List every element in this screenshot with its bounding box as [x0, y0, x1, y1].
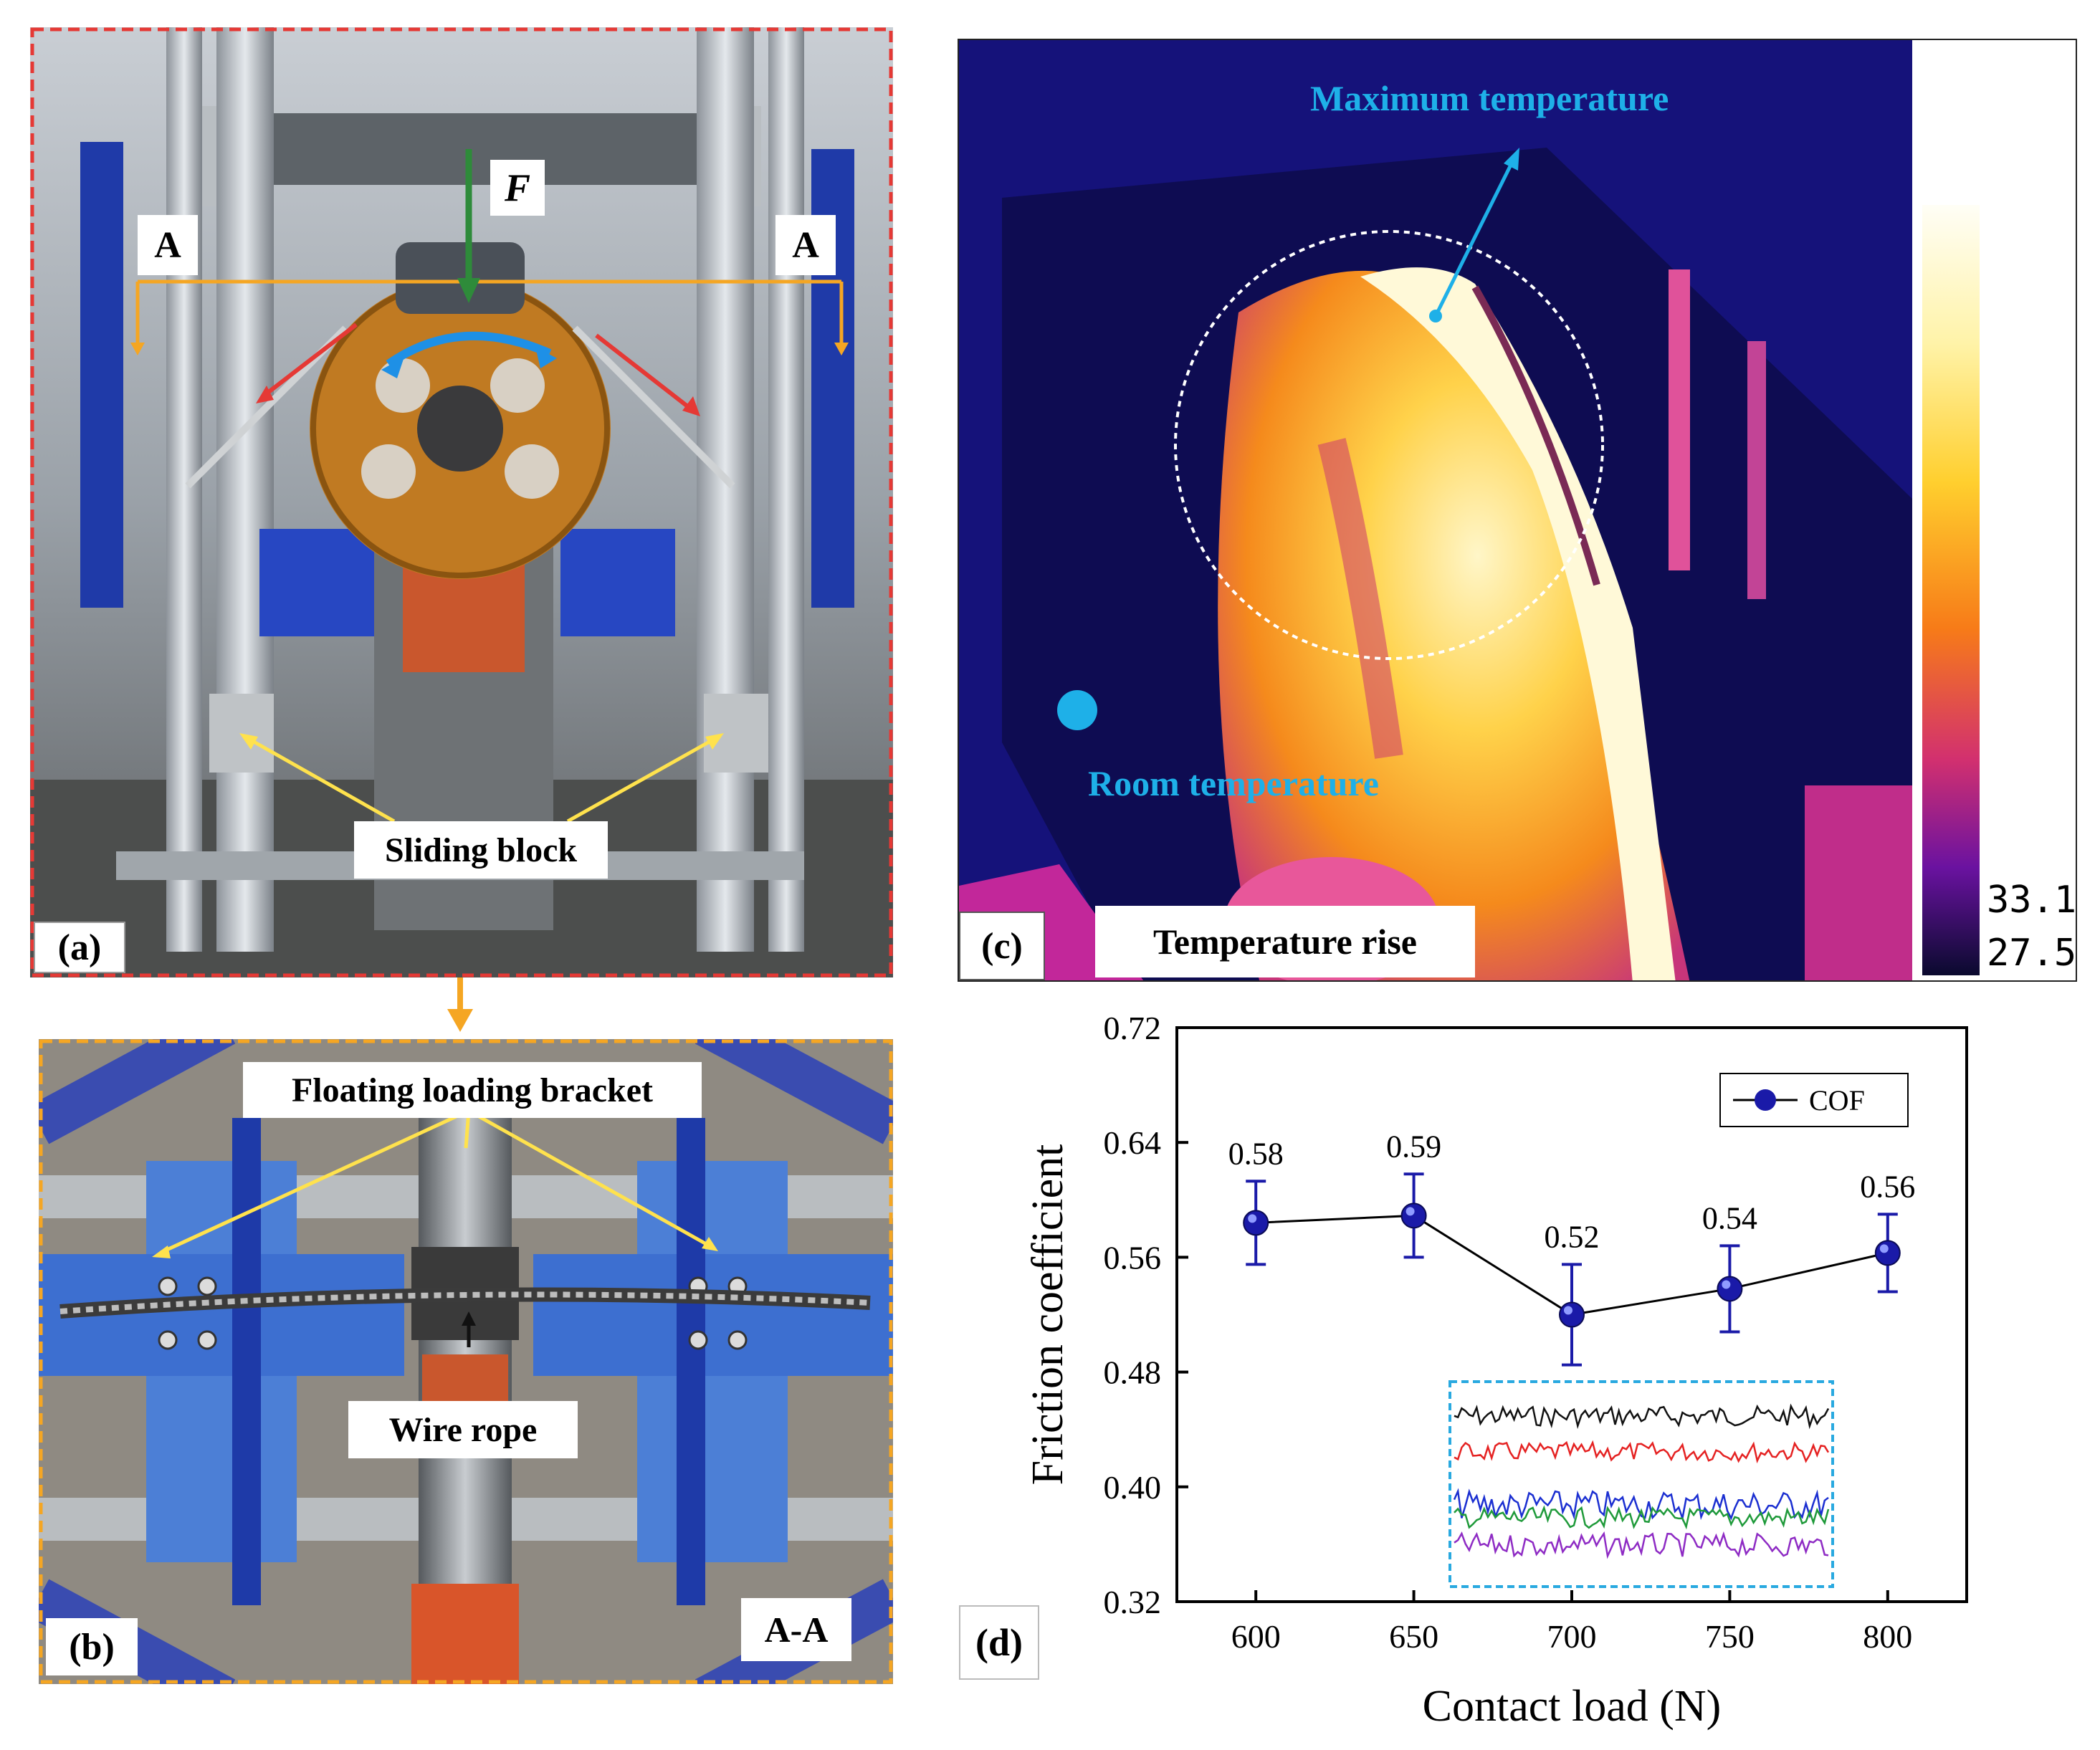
data-point-highlight	[1405, 1207, 1415, 1216]
data-label: 0.58	[1228, 1136, 1284, 1171]
inset-trace	[1454, 1531, 1829, 1559]
y-tick-label: 0.56	[1104, 1239, 1162, 1276]
x-tick-label: 750	[1705, 1618, 1755, 1655]
inset-frame	[1448, 1380, 1834, 1588]
bracket-label: Floating loading bracket	[243, 1062, 702, 1118]
y-tick-label: 0.64	[1104, 1124, 1162, 1161]
y-tick-label: 0.48	[1104, 1354, 1162, 1391]
data-label: 0.54	[1702, 1200, 1757, 1235]
panel-a: F A A Sliding block (a)	[30, 27, 893, 977]
data-label: 0.52	[1545, 1219, 1600, 1254]
temperature-rise-label: Temperature rise	[1095, 906, 1475, 977]
x-axis-label: Contact load (N)	[1423, 1682, 1722, 1731]
data-point	[1717, 1276, 1743, 1302]
sliding-block-label: Sliding block	[354, 821, 608, 879]
data-point	[1874, 1240, 1901, 1266]
data-label: 0.59	[1386, 1129, 1441, 1164]
thermal-image	[959, 40, 2076, 980]
x-tick-label: 800	[1863, 1618, 1912, 1655]
data-point-highlight	[1248, 1214, 1257, 1223]
y-axis-label: Friction coefficient	[1023, 1144, 1072, 1486]
x-tick-label: 650	[1389, 1618, 1438, 1655]
scale-max-value: 33.1	[1987, 879, 2077, 922]
room-temperature-label: Room temperature	[1088, 763, 1379, 803]
panel-b-photo	[39, 1039, 893, 1684]
panel-c-tag: (c)	[959, 912, 1045, 980]
rotation-arrow	[386, 331, 552, 368]
data-point-highlight	[1879, 1244, 1889, 1253]
inset-trace	[1454, 1403, 1830, 1430]
data-point	[1400, 1202, 1427, 1229]
data-point	[1559, 1301, 1585, 1328]
y-tick-label: 0.72	[1104, 1010, 1162, 1046]
data-point-highlight	[1564, 1306, 1572, 1315]
wire-rope-label: Wire rope	[348, 1401, 578, 1458]
inset-trace	[1454, 1440, 1830, 1464]
temperature-scale-bar	[1922, 205, 1980, 975]
section-label-right: A	[775, 215, 836, 275]
panel-d-chart: 0.32 0.40 0.48 0.56 0.64 0.72 600 650 700 750 800 C…	[1023, 1010, 1968, 1731]
force-label: F	[490, 160, 545, 216]
panel-a-photo	[30, 27, 893, 977]
section-aa-label: A-A	[741, 1598, 851, 1661]
panel-c: Maximum temperature Room temperature 33.…	[958, 39, 2077, 982]
legend-label: COF	[1809, 1084, 1865, 1117]
y-tick-label: 0.32	[1104, 1584, 1162, 1620]
panel-a-tag: (a)	[34, 922, 125, 973]
panel-d-tag: (d)	[959, 1605, 1039, 1680]
panel-b-tag: (b)	[46, 1618, 138, 1675]
data-point-highlight	[1722, 1280, 1731, 1289]
scale-min-value: 27.5	[1987, 932, 2077, 975]
panel-b: Floating loading bracket Wire rope A-A (…	[39, 1039, 893, 1684]
inset-trace	[1454, 1505, 1830, 1530]
connector-arrow	[447, 977, 473, 1032]
data-label: 0.56	[1860, 1169, 1915, 1204]
inset-trace	[1453, 1488, 1829, 1522]
max-temperature-label: Maximum temperature	[1310, 78, 1669, 118]
legend-marker	[1755, 1089, 1776, 1111]
y-tick-label: 0.40	[1104, 1469, 1162, 1506]
x-tick-label: 700	[1547, 1618, 1597, 1655]
x-tick-label: 600	[1231, 1618, 1281, 1655]
data-point	[1243, 1210, 1269, 1236]
section-label-left: A	[138, 215, 198, 275]
